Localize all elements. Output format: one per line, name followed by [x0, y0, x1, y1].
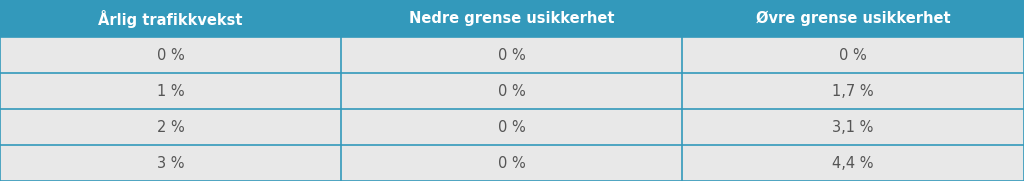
Text: 1,7 %: 1,7 %: [833, 83, 873, 98]
Text: 0 %: 0 %: [498, 83, 525, 98]
Text: 0 %: 0 %: [498, 155, 525, 171]
Bar: [341, 37, 682, 73]
Bar: [0, 109, 341, 145]
Text: 1 %: 1 %: [157, 83, 184, 98]
Text: 4,4 %: 4,4 %: [833, 155, 873, 171]
Bar: [341, 73, 682, 109]
Text: 0 %: 0 %: [839, 47, 867, 62]
Bar: [341, 0, 682, 37]
Text: 2 %: 2 %: [157, 119, 184, 134]
Text: 0 %: 0 %: [498, 47, 525, 62]
Bar: [682, 73, 1024, 109]
Text: Øvre grense usikkerhet: Øvre grense usikkerhet: [756, 11, 950, 26]
Bar: [0, 73, 341, 109]
Text: 0 %: 0 %: [157, 47, 184, 62]
Bar: [682, 37, 1024, 73]
Text: 0 %: 0 %: [498, 119, 525, 134]
Bar: [0, 145, 341, 181]
Bar: [682, 0, 1024, 37]
Bar: [682, 145, 1024, 181]
Bar: [0, 37, 341, 73]
Text: Årlig trafikkvekst: Årlig trafikkvekst: [98, 9, 243, 28]
Text: 3 %: 3 %: [157, 155, 184, 171]
Bar: [341, 145, 682, 181]
Text: 3,1 %: 3,1 %: [833, 119, 873, 134]
Bar: [682, 109, 1024, 145]
Bar: [0, 0, 341, 37]
Bar: [341, 109, 682, 145]
Text: Nedre grense usikkerhet: Nedre grense usikkerhet: [409, 11, 614, 26]
